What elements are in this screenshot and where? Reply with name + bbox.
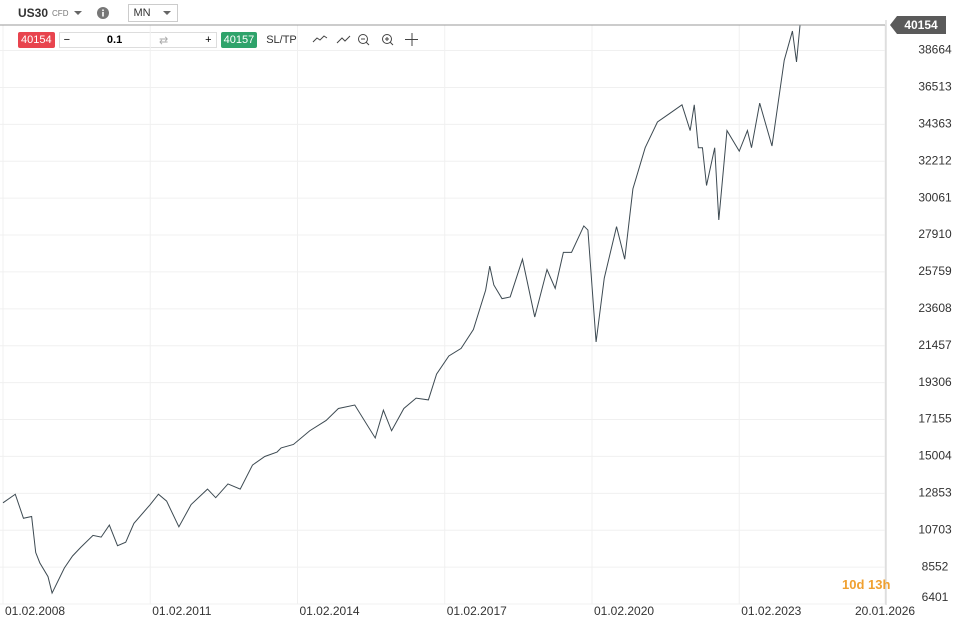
timeframe: MN [133,7,151,19]
y-tick-label: 6401 [922,590,949,604]
y-tick-label: 10703 [918,522,952,536]
grid [0,25,886,605]
y-tick-label: 19306 [918,375,952,389]
y-tick-label: 21457 [918,338,952,352]
plus[interactable]: + [205,34,212,46]
timeframe-select[interactable]: MN [128,4,179,22]
swap[interactable]: ⇄ [159,34,169,47]
y-tick-label: 32212 [918,153,952,167]
x-tick-label: 01.02.2020 [594,604,654,618]
y-tick-label: 36513 [918,80,952,94]
dropdown-arrow[interactable] [68,8,88,18]
symbol[interactable]: US30 [18,6,49,20]
y-tick-label: 27910 [918,227,952,241]
countdown: 10d 13h [842,577,891,592]
x-tick-label: 20.01.2026 [855,604,915,618]
symbol-type: CFD [52,8,69,18]
y-tick-label: 34363 [918,117,952,131]
y-tick-label: 17155 [918,412,952,426]
quantity-input[interactable]: − 0.1 ⇄ + [58,32,217,48]
top-bar: US30 CFD MN [0,0,179,26]
y-tick-label: 23608 [918,301,952,315]
buy-button[interactable]: 40157 [220,32,258,48]
y-tick-label: 38664 [918,43,952,57]
line-tool[interactable] [312,35,328,43]
info-icon[interactable] [88,6,118,20]
y-tick-label: 8552 [922,559,949,573]
x-tick-label: 01.02.2008 [5,604,65,618]
y-tick-label: 12853 [918,485,952,499]
indicator-tool[interactable] [336,35,351,44]
price-line [2,25,801,595]
quantity: 0.1 [106,34,123,46]
current-price-tag [890,16,946,34]
current-price-label: 40154 [904,18,938,32]
x-tick-label: 01.02.2011 [152,604,211,618]
y-tick-label: 15004 [918,449,952,463]
x-tick-label: 01.02.2023 [741,604,801,618]
x-tick-label: 01.02.2017 [447,604,507,618]
y-tick-label: 30061 [918,190,952,204]
pan-tool[interactable] [404,33,418,46]
dropdown-arrow [162,11,171,15]
zoom-out[interactable] [357,34,368,44]
zoom-in[interactable] [381,34,392,44]
sl-tp-button[interactable]: SL/TP [266,34,297,46]
chart-tools [312,33,418,46]
y-tick-label: 25759 [918,264,952,278]
order-bar: 40154 − 0.1 ⇄ + 40157 SL/TP [18,31,427,49]
sell-button[interactable]: 40154 [18,32,55,48]
minus[interactable]: − [63,34,71,46]
x-tick-label: 01.02.2014 [299,604,359,618]
